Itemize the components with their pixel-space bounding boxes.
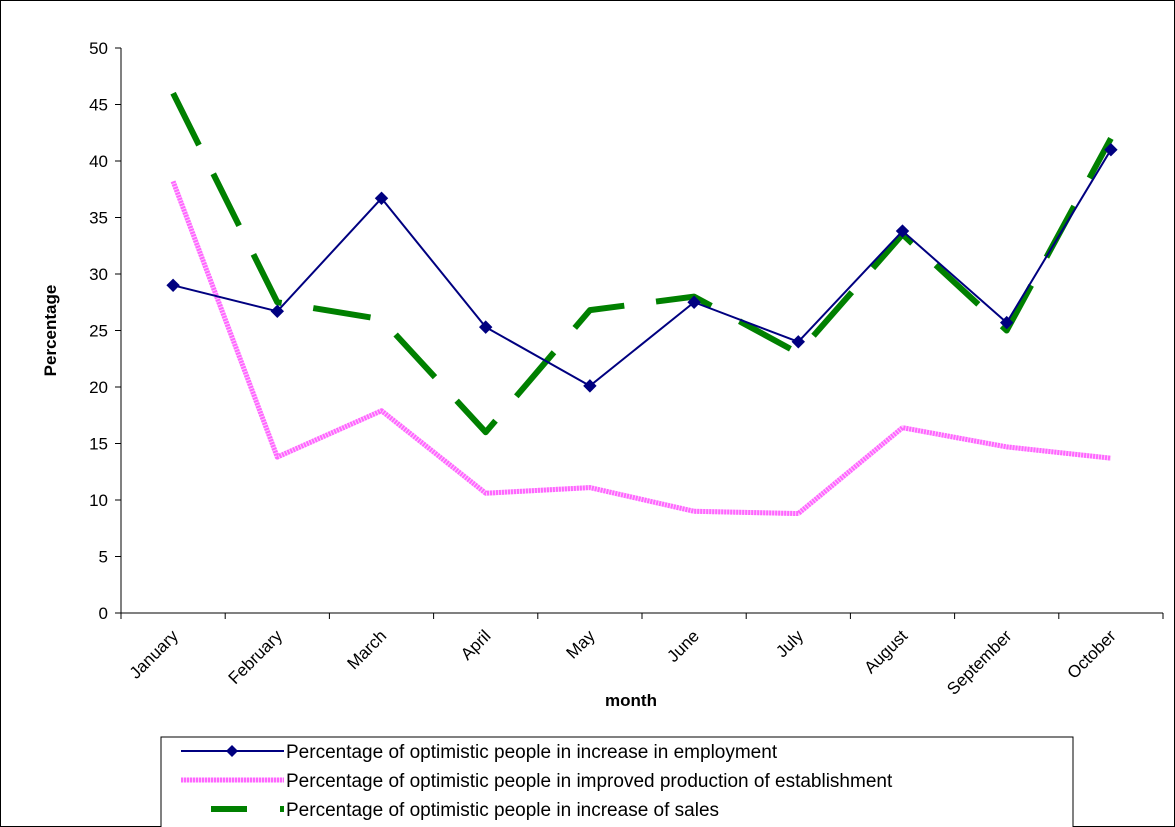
legend-label: Percentage of optimistic people in impro…	[286, 771, 893, 792]
x-tick-label: April	[457, 626, 494, 663]
legend-box	[160, 736, 1074, 827]
data-point	[166, 278, 180, 293]
x-tick-label: July	[772, 626, 807, 661]
y-axis-ticks: 0 5 10 15 20 25 30 35 40 45 50	[89, 39, 121, 623]
x-tick-label: September	[943, 626, 1015, 698]
data-point	[895, 224, 910, 238]
legend-item: Percentage of optimistic people in incre…	[181, 742, 778, 763]
x-tick-label: June	[663, 626, 703, 666]
data-point	[1104, 142, 1118, 157]
data-point	[270, 304, 285, 318]
legend-item: Percentage of optimistic people in impro…	[181, 771, 893, 792]
y-tick-label: 5	[99, 548, 108, 567]
data-point	[583, 379, 597, 393]
series-line-glow	[170, 180, 1112, 517]
data-point	[478, 320, 493, 334]
y-tick-label: 50	[89, 39, 108, 58]
data-point	[999, 315, 1014, 330]
series-1	[170, 180, 1112, 517]
x-tick-label: February	[225, 626, 287, 688]
y-tick-label: 20	[89, 378, 108, 397]
series-line	[170, 91, 1114, 436]
x-tick-label: March	[343, 626, 390, 673]
legend-label: Percentage of optimistic people in incre…	[286, 800, 719, 821]
x-axis-title: month	[605, 691, 657, 710]
y-tick-label: 10	[89, 491, 108, 510]
series-2	[170, 91, 1114, 436]
data-point	[791, 335, 806, 349]
legend-marker	[226, 745, 238, 757]
series-layer	[166, 91, 1118, 517]
x-tick-label: October	[1064, 626, 1120, 682]
series-line	[170, 180, 1112, 517]
series-line	[172, 149, 1112, 387]
y-tick-label: 35	[89, 209, 108, 228]
x-axis-ticks: January February March April May June July Augu…	[120, 613, 1164, 699]
series-0	[166, 142, 1118, 393]
x-tick-label: May	[563, 626, 599, 662]
x-tick-label: August	[860, 626, 911, 677]
legend: Percentage of optimistic people in incre…	[160, 736, 1074, 827]
y-tick-label: 45	[89, 96, 108, 115]
x-tick-label: January	[126, 626, 183, 683]
legend-item: Percentage of optimistic people in incre…	[211, 800, 719, 821]
data-point	[374, 191, 389, 205]
y-tick-label: 25	[89, 322, 108, 341]
y-tick-label: 15	[89, 435, 108, 454]
legend-label: Percentage of optimistic people in incre…	[286, 742, 778, 763]
y-tick-label: 30	[89, 265, 108, 284]
y-tick-label: 40	[89, 152, 108, 171]
y-tick-label: 0	[99, 604, 108, 623]
y-axis-title: Percentage	[41, 285, 60, 377]
data-point	[687, 295, 701, 309]
